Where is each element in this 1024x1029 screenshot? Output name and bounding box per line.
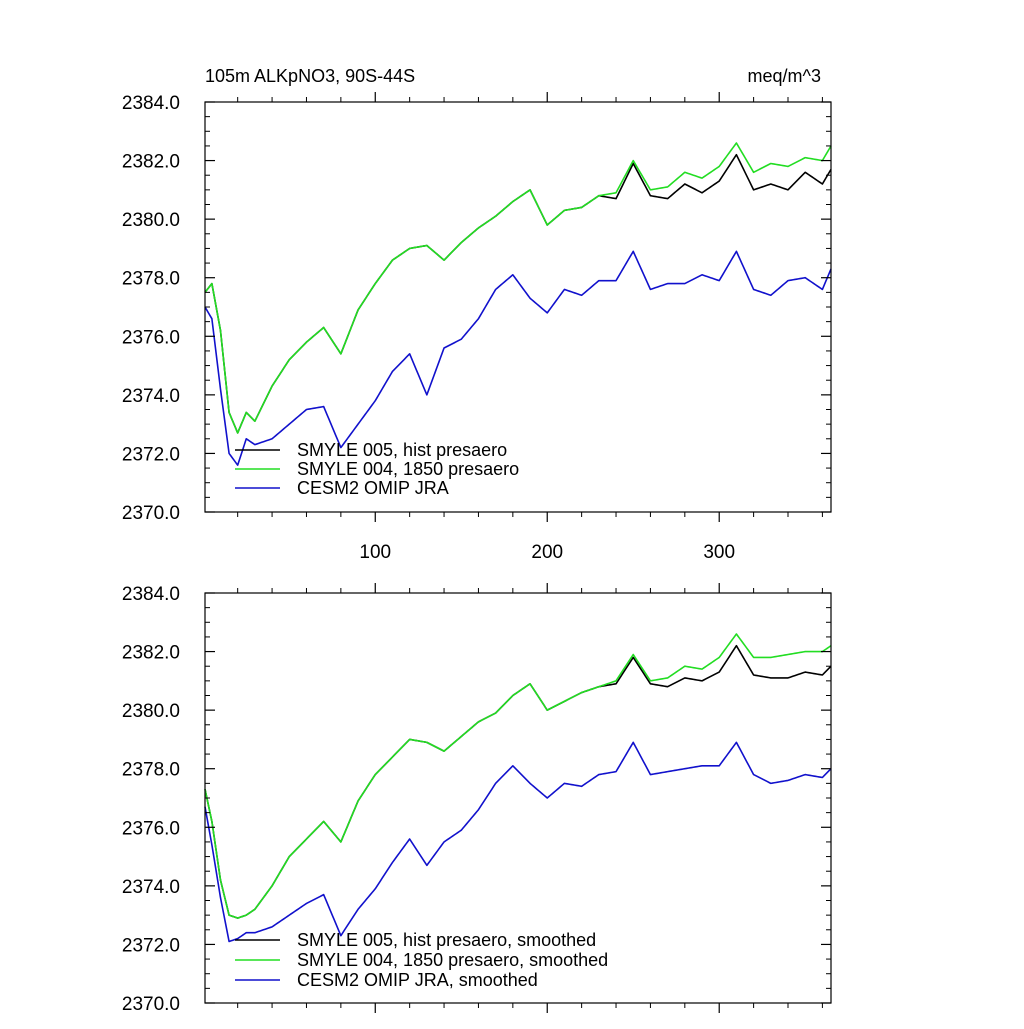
y-tick-label: 2378.0 [122,760,180,781]
y-tick-label: 2382.0 [122,643,180,664]
y-tick-label: 2384.0 [122,93,180,114]
y-tick-label: 2370.0 [122,994,180,1015]
y-tick-label: 2370.0 [122,503,180,524]
series-line-3 [204,250,832,466]
x-tick-label: 200 [531,542,563,563]
y-tick-label: 2372.0 [122,444,180,465]
legend-label: SMYLE 004, 1850 presaero, smoothed [297,950,608,970]
y-tick-label: 2380.0 [122,210,180,231]
y-tick-label: 2376.0 [122,818,180,839]
legend-label: CESM2 OMIP JRA [297,478,449,498]
legend: SMYLE 005, hist presaero, smoothedSMYLE … [235,930,608,990]
chart-panel-2: 2370.0 2372.0 2374.0 2376.0 2378.0 2380.0 2382… [122,583,832,1015]
chart-panel-1: 2370.0 2372.0 2374.0 2376.0 2378.0 2380.0 2382… [122,92,832,563]
y-tick-label: 2374.0 [122,877,180,898]
series-line-2 [204,142,832,434]
y-tick-label: 2382.0 [122,152,180,173]
x-tick-label: 300 [703,542,735,563]
legend-label: SMYLE 004, 1850 presaero [297,459,519,479]
series-line-2 [204,633,832,919]
legend-label: SMYLE 005, hist presaero, smoothed [297,930,596,950]
series-line-1 [204,153,832,434]
series-line-3 [204,741,832,943]
units-label: meq/m^3 [748,66,821,86]
x-tick-label: 100 [359,542,391,563]
y-tick-label: 2378.0 [122,269,180,290]
y-tick-label: 2384.0 [122,584,180,605]
legend-label: CESM2 OMIP JRA, smoothed [297,970,538,990]
legend-label: SMYLE 005, hist presaero [297,440,507,460]
series-line-1 [204,644,832,919]
y-tick-label: 2380.0 [122,701,180,722]
y-tick-label: 2372.0 [122,935,180,956]
y-tick-label: 2374.0 [122,386,180,407]
y-tick-label: 2376.0 [122,327,180,348]
chart-title: 105m ALKpNO3, 90S-44S [205,66,415,86]
